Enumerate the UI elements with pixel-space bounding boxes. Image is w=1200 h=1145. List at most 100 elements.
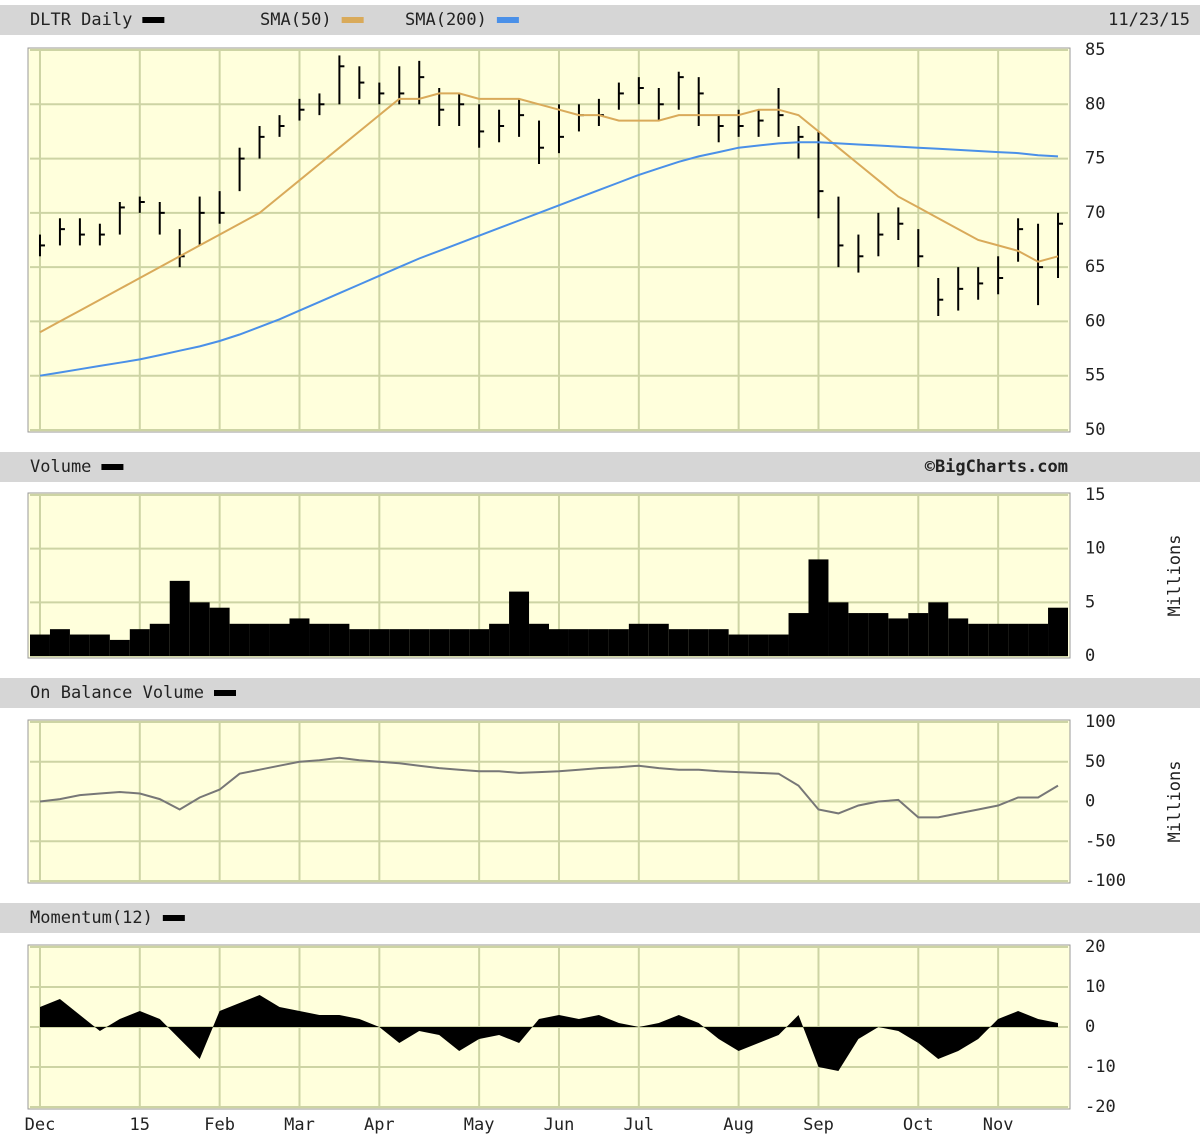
volume-bar <box>968 623 989 656</box>
x-tick-label: 15 <box>130 1115 150 1135</box>
volume-bar <box>109 639 130 656</box>
volume-bar <box>868 613 889 656</box>
y-tick-label: 10 <box>1085 539 1105 559</box>
x-tick-label: Apr <box>364 1115 395 1135</box>
source: ©BigCharts.com <box>925 457 1068 477</box>
x-tick-label: May <box>464 1115 495 1135</box>
panel-title: Momentum(12) <box>30 908 153 928</box>
x-tick-label: Feb <box>204 1115 235 1135</box>
date: 11/23/15 <box>1108 10 1190 30</box>
y-tick-label: 65 <box>1085 257 1105 277</box>
y-tick-label: -10 <box>1085 1057 1116 1077</box>
y-tick-label: 50 <box>1085 420 1105 440</box>
y-tick-label: 0 <box>1085 646 1095 666</box>
volume-bar <box>888 618 909 656</box>
x-tick-label: Mar <box>284 1115 315 1135</box>
y-tick-label: 50 <box>1085 752 1105 772</box>
y-tick-label: -20 <box>1085 1097 1116 1117</box>
x-tick-label: Oct <box>903 1115 934 1135</box>
volume-bar <box>309 623 330 656</box>
y-tick-label: -100 <box>1085 871 1126 891</box>
x-tick-label: Nov <box>983 1115 1014 1135</box>
volume-bar <box>568 629 589 656</box>
volume-bar <box>249 623 270 656</box>
momentum-area <box>39 995 1059 1071</box>
volume-bar <box>848 613 869 656</box>
volume-bar <box>69 634 90 656</box>
volume-bar <box>369 629 390 656</box>
volume-bar <box>1008 623 1029 656</box>
panel-title: Volume <box>30 457 91 477</box>
volume-bar <box>509 591 530 656</box>
volume-bar <box>349 629 370 656</box>
y-tick-label: 75 <box>1085 149 1105 169</box>
volume-bar <box>389 629 410 656</box>
volume-bar <box>189 602 210 656</box>
y-tick-label: 70 <box>1085 203 1105 223</box>
volume-bar <box>908 613 929 656</box>
volume-bar <box>129 629 150 656</box>
legend-swatch <box>214 690 236 696</box>
x-tick-label: Jun <box>544 1115 575 1135</box>
x-tick-label: Dec <box>25 1115 56 1135</box>
y-axis-label: Millions <box>1165 761 1185 843</box>
legend-label: SMA(50) <box>260 10 332 30</box>
volume-bar <box>429 629 450 656</box>
volume-bar <box>409 629 430 656</box>
legend-swatch <box>496 17 519 23</box>
y-tick-label: 60 <box>1085 311 1105 331</box>
y-tick-label: 0 <box>1085 1017 1095 1037</box>
volume-bar <box>988 623 1009 656</box>
panel-header <box>0 452 1200 482</box>
y-tick-label: 55 <box>1085 366 1105 386</box>
volume-bar <box>788 613 809 656</box>
volume-bar <box>49 629 70 656</box>
volume-bar <box>748 634 769 656</box>
volume-bar <box>668 629 689 656</box>
y-tick-label: 15 <box>1085 485 1105 505</box>
volume-bar <box>289 618 310 656</box>
volume-bar <box>628 623 649 656</box>
sma-line <box>39 141 1059 377</box>
volume-bar <box>329 623 350 656</box>
volume-bar <box>209 607 230 656</box>
volume-bar <box>648 623 669 656</box>
panel-header <box>0 5 1200 35</box>
volume-bar <box>588 629 609 656</box>
volume-bar <box>149 623 170 656</box>
y-tick-label: 0 <box>1085 792 1095 812</box>
legend-swatch <box>341 17 364 23</box>
y-tick-label: 85 <box>1085 40 1105 60</box>
volume-bar <box>89 634 110 656</box>
y-tick-label: 10 <box>1085 977 1105 997</box>
y-tick-label: 100 <box>1085 712 1116 732</box>
legend-label: DLTR Daily <box>30 10 132 30</box>
volume-bar <box>948 618 969 656</box>
y-tick-label: 5 <box>1085 592 1095 612</box>
y-tick-label: -50 <box>1085 831 1116 851</box>
volume-bar <box>608 629 629 656</box>
panel-header <box>0 903 1200 933</box>
volume-bar <box>469 629 490 656</box>
x-tick-label: Jul <box>623 1115 654 1135</box>
legend-swatch <box>162 915 185 921</box>
volume-bar <box>1028 623 1049 656</box>
volume-bar <box>728 634 749 656</box>
volume-bar <box>808 559 829 656</box>
volume-bar <box>489 623 510 656</box>
y-tick-label: 80 <box>1085 94 1105 114</box>
volume-bar <box>928 602 949 656</box>
volume-bar <box>828 602 849 656</box>
volume-bar <box>529 623 549 656</box>
volume-bar <box>449 629 470 656</box>
volume-bar <box>30 634 50 656</box>
x-tick-label: Sep <box>803 1115 834 1135</box>
legend-swatch <box>101 464 124 470</box>
volume-bar <box>708 629 729 656</box>
plot-area <box>27 47 1071 433</box>
x-tick-label: Aug <box>723 1115 754 1135</box>
volume-bar <box>549 629 569 656</box>
volume-bar <box>768 634 789 656</box>
volume-bar <box>269 623 290 656</box>
